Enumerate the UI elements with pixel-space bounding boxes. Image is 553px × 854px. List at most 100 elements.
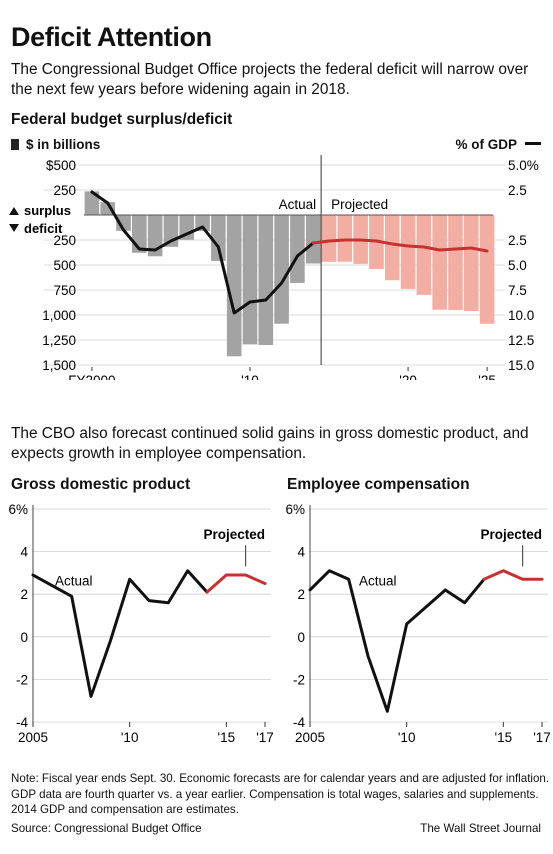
y-tick-label: 0 xyxy=(20,630,28,645)
left-axis-ticks: $500 250 250 500 750 1,000 1,250 1,500 xyxy=(42,158,76,373)
x-tick-label: '10 xyxy=(241,373,259,380)
y-tick-label: -2 xyxy=(16,672,28,687)
x-tick-label: '17 xyxy=(256,730,274,745)
chart-title: Deficit Attention xyxy=(11,22,212,52)
y-tick-label: 6% xyxy=(8,502,28,517)
budget-bar xyxy=(416,215,432,295)
surplus-label: surplus xyxy=(24,203,71,218)
budget-bar xyxy=(432,215,447,310)
budget-bar xyxy=(384,215,400,281)
x-tick-label: '20 xyxy=(399,373,417,380)
budget-bar xyxy=(305,215,321,264)
projected-line xyxy=(205,573,267,594)
budget-bar xyxy=(242,215,258,345)
budget-bar xyxy=(147,215,163,257)
y-tick-label: 4 xyxy=(297,545,305,560)
left-tick-label: 250 xyxy=(53,233,76,248)
deficit-label: deficit xyxy=(24,221,63,236)
legend-dollars: $ in billions xyxy=(11,137,100,152)
left-tick-label: 750 xyxy=(53,283,76,298)
legend-pct-label: % of GDP xyxy=(455,137,517,152)
y-tick-label: 6% xyxy=(285,502,305,517)
publisher-credit: The Wall Street Journal xyxy=(420,822,541,835)
y-tick-label: -4 xyxy=(16,715,28,730)
chart-subtitle: The Congressional Budget Office projects… xyxy=(11,61,529,98)
budget-bar xyxy=(274,215,289,324)
y-tick-label: -4 xyxy=(293,715,305,730)
budget-bar xyxy=(258,215,274,345)
right-tick-label: 2.5 xyxy=(508,233,527,248)
right-tick-label: 10.0 xyxy=(508,308,534,323)
budget-bar xyxy=(479,215,495,324)
middle-paragraph: The CBO also forecast continued solid ga… xyxy=(11,425,529,462)
projected-line xyxy=(482,569,544,581)
down-triangle-icon xyxy=(9,224,19,232)
x-axis-ticks: FY2000 '10 '20 '25 xyxy=(68,367,496,380)
actual-label: Actual xyxy=(359,574,397,589)
x-tick-label: '17 xyxy=(533,730,551,745)
x-tick-label: '15 xyxy=(218,730,236,745)
left-tick-label: 250 xyxy=(53,183,76,198)
y-tick-label: 0 xyxy=(297,630,305,645)
budget-bar xyxy=(116,215,131,231)
gdp-chart-title: Gross domestic product xyxy=(11,476,191,493)
projected-label: Projected xyxy=(203,527,265,542)
legend-pct-gdp: % of GDP xyxy=(455,137,541,152)
budget-bar xyxy=(463,215,479,311)
x-tick-label: '25 xyxy=(478,373,496,380)
deficit-label-group: deficit xyxy=(9,221,63,236)
left-tick-label: $500 xyxy=(46,158,76,173)
y-tick-label: 2 xyxy=(297,587,305,602)
right-tick-label: 7.5 xyxy=(508,283,527,298)
surplus-label-group: surplus xyxy=(9,203,71,218)
y-tick-label: 2 xyxy=(20,587,28,602)
bar-legend-swatch xyxy=(11,139,19,150)
x-tick-label: 2005 xyxy=(18,730,48,745)
x-tick-label: '10 xyxy=(398,730,416,745)
projected-label: Projected xyxy=(480,527,542,542)
chart-note: Note: Fiscal year ends Sept. 30. Economi… xyxy=(11,772,550,816)
pct-gdp-lines xyxy=(90,190,489,315)
actual-label: Actual xyxy=(279,197,317,212)
y-tick-label: 4 xyxy=(20,545,28,560)
budget-bar xyxy=(226,215,242,357)
budget-bar xyxy=(211,215,226,261)
budget-chart-title: Federal budget surplus/deficit xyxy=(11,111,233,128)
budget-bar xyxy=(84,191,100,215)
x-tick-label: '10 xyxy=(121,730,139,745)
right-tick-label: 5.0% xyxy=(508,158,539,173)
projected-pct-line xyxy=(311,238,489,253)
left-tick-label: 1,250 xyxy=(42,333,76,348)
actual-label: Actual xyxy=(55,574,93,589)
x-tick-label: 2005 xyxy=(295,730,325,745)
budget-bar xyxy=(321,215,337,262)
right-tick-label: 12.5 xyxy=(508,333,534,348)
actual-line xyxy=(31,569,209,698)
y-tick-label: -2 xyxy=(293,672,305,687)
budget-bar xyxy=(337,215,353,262)
x-tick-label: '15 xyxy=(495,730,513,745)
projected-label: Projected xyxy=(331,197,388,212)
budget-chart: $500 250 250 500 750 1,000 1,250 1,500 5.0% 2.5 2… xyxy=(9,155,539,380)
legend-dollars-label: $ in billions xyxy=(26,137,101,152)
right-tick-label: 15.0 xyxy=(508,358,534,373)
budget-bar xyxy=(290,215,305,283)
right-axis-ticks: 5.0% 2.5 2.5 5.0 7.5 10.0 12.5 15.0 xyxy=(508,158,539,373)
left-tick-label: 500 xyxy=(53,258,76,273)
line-legend-swatch xyxy=(525,142,541,145)
left-tick-label: 1,500 xyxy=(42,358,76,373)
actual-pct-line xyxy=(90,190,315,315)
left-tick-label: 1,000 xyxy=(42,308,76,323)
right-tick-label: 5.0 xyxy=(508,258,527,273)
right-tick-label: 2.5 xyxy=(508,183,527,198)
budget-bars xyxy=(84,191,495,357)
comp-chart-title: Employee compensation xyxy=(287,476,470,493)
x-tick-label: FY2000 xyxy=(68,373,115,380)
up-triangle-icon xyxy=(9,207,19,215)
source-credit: Source: Congressional Budget Office xyxy=(11,822,202,835)
actual-line xyxy=(308,569,486,713)
budget-bar xyxy=(448,215,463,311)
budget-bar xyxy=(400,215,416,289)
